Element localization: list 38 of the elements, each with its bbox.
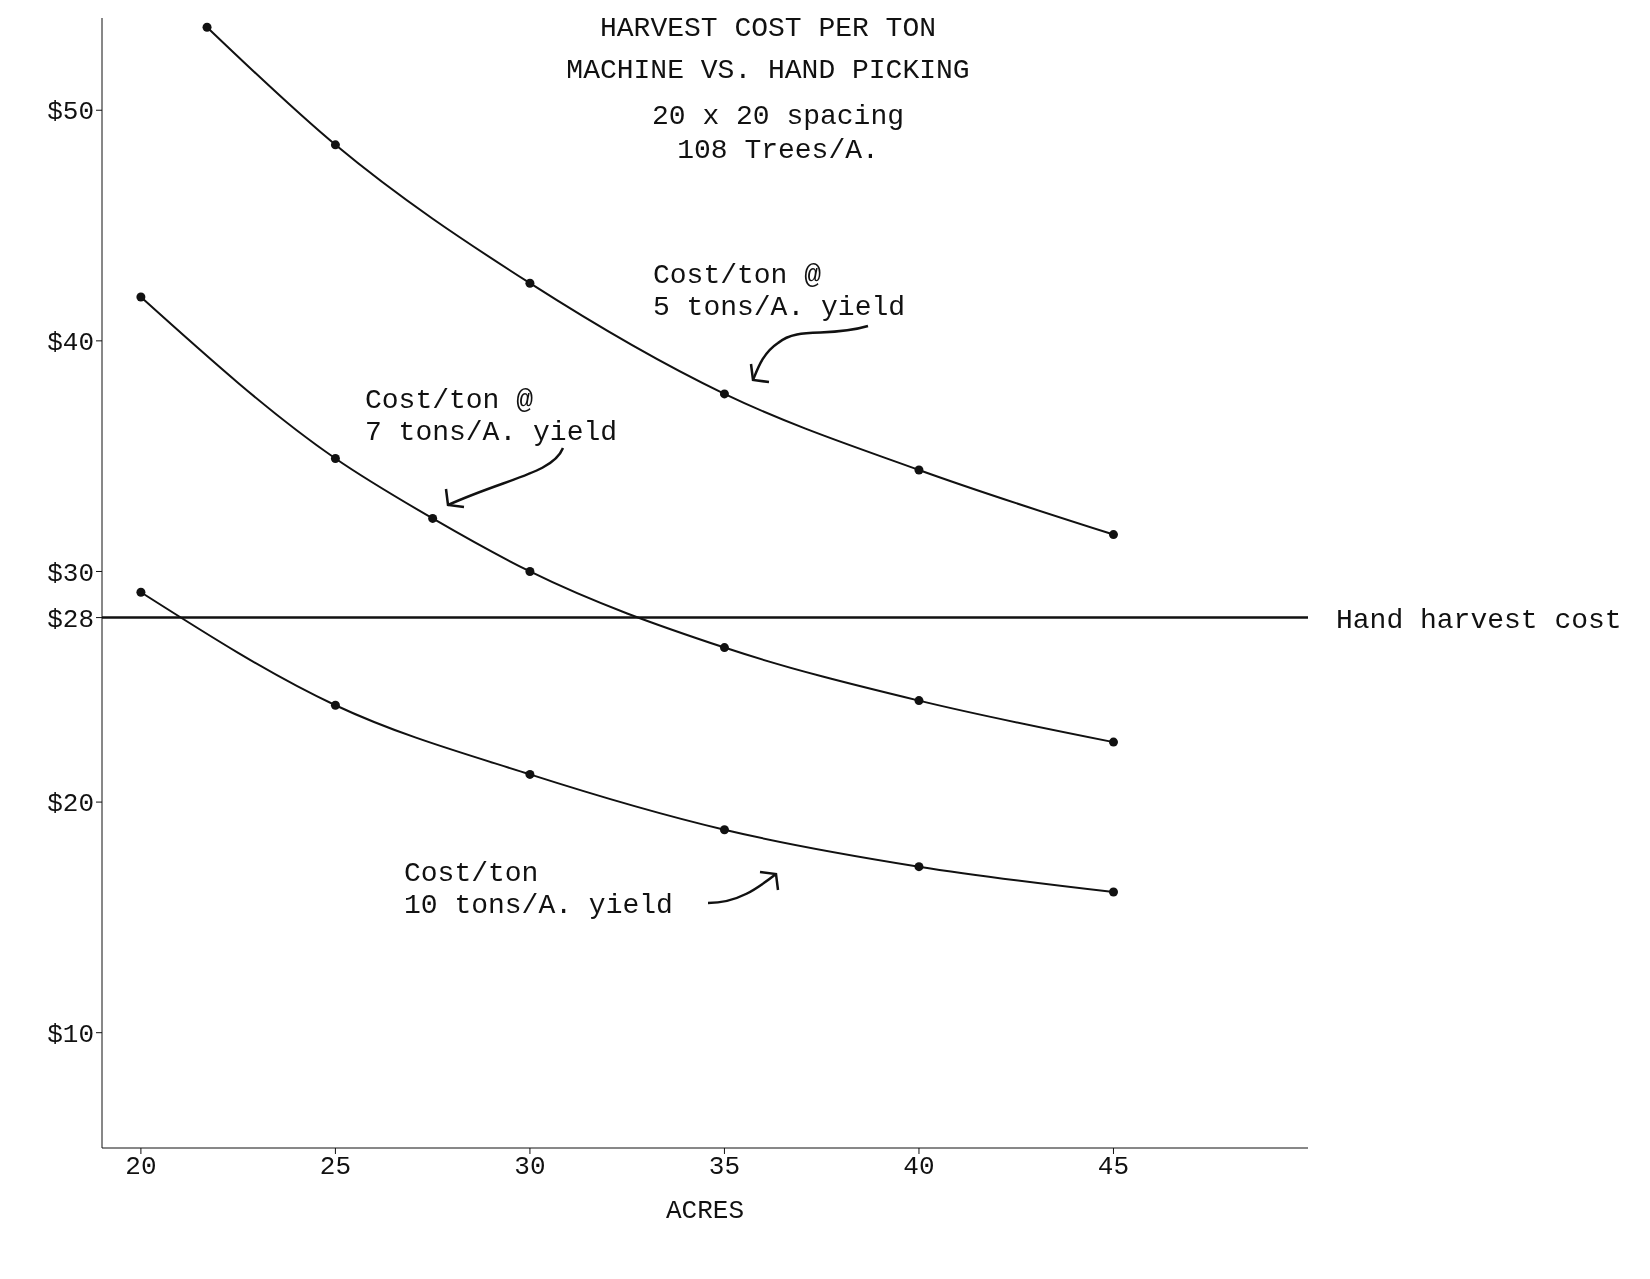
ref-line-label: Hand harvest cost — [1336, 604, 1622, 636]
point — [719, 389, 729, 399]
x-tick-label: 35 — [708, 1152, 741, 1183]
x-tick-label: 25 — [319, 1152, 352, 1183]
point — [136, 587, 146, 597]
point — [914, 862, 924, 872]
text: HARVEST COST PER TON MACHINE VS. HAND PICKING — [565, 12, 971, 88]
point — [719, 825, 729, 835]
point — [1108, 737, 1118, 747]
annotation: Cost/ton @ 5 tons/A. yield — [653, 260, 906, 324]
point — [136, 292, 146, 302]
point — [914, 465, 924, 475]
point — [1108, 530, 1118, 540]
x-tick-label: 45 — [1097, 1152, 1130, 1183]
point — [330, 453, 340, 463]
x-tick-label: 30 — [514, 1152, 546, 1183]
point — [525, 769, 535, 779]
y-tick-label: $30 — [47, 558, 94, 589]
x-axis-title: ACRES — [665, 1196, 745, 1226]
y-tick-label: $40 — [47, 328, 94, 359]
y-tick-label: $28 — [47, 604, 94, 635]
x-tick-label: 20 — [125, 1152, 157, 1183]
x-tick-label: 40 — [903, 1152, 935, 1183]
y-tick-label: $50 — [47, 97, 94, 128]
point — [428, 513, 438, 523]
point — [330, 700, 340, 710]
y-tick-label: $20 — [47, 789, 94, 820]
point — [719, 643, 729, 653]
point — [330, 140, 340, 150]
point — [525, 566, 535, 576]
y-tick-label: $10 — [47, 1019, 94, 1050]
point — [1108, 887, 1118, 897]
point — [525, 278, 535, 288]
point — [202, 22, 212, 32]
annotation: Cost/ton 10 tons/A. yield — [404, 858, 673, 922]
point — [914, 696, 924, 706]
text: 20 x 20 spacing 108 Trees/A. — [651, 101, 905, 166]
annotation: Cost/ton @ 7 tons/A. yield — [365, 385, 618, 449]
